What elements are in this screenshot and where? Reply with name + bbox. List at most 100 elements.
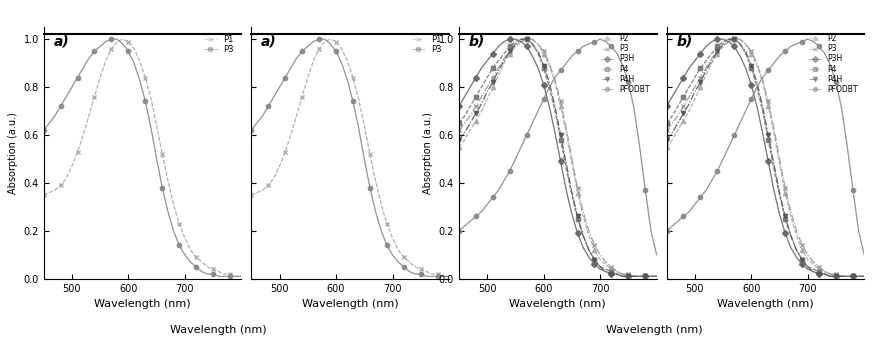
P4H (825, 274, 835, 278)
PFODBT (498, 178, 509, 183)
P2 (802, 258, 813, 262)
P1 (393, 248, 403, 252)
P4H (672, 121, 683, 125)
P4 (746, 66, 757, 70)
P3 (471, 104, 481, 108)
P3 (38, 128, 49, 132)
Line: P4H: P4H (457, 37, 659, 278)
P3H (690, 59, 700, 63)
PFODBT (848, 188, 858, 192)
P1 (185, 248, 196, 252)
P1 (438, 274, 449, 278)
P2 (831, 274, 842, 278)
P4H (842, 274, 853, 278)
P1 (325, 37, 335, 41)
P2 (768, 131, 779, 135)
P3H (820, 272, 830, 276)
P3 (118, 42, 128, 46)
P3 (237, 274, 247, 278)
PFODBT (623, 80, 634, 84)
P3 (672, 114, 683, 118)
P3H (854, 274, 864, 278)
P4 (820, 272, 830, 276)
P3 (640, 274, 650, 278)
P2 (718, 44, 728, 48)
P1 (162, 178, 173, 183)
PFODBT (854, 229, 864, 233)
P2 (612, 270, 622, 274)
P3H (695, 52, 705, 56)
P3H (539, 83, 549, 87)
P3 (695, 75, 705, 80)
P4 (487, 66, 498, 70)
P2 (808, 262, 819, 267)
P3H (701, 44, 711, 48)
P3 (203, 272, 213, 276)
P2 (758, 80, 768, 84)
PFODBT (836, 107, 847, 111)
PFODBT (831, 80, 842, 84)
P1 (146, 97, 156, 101)
PFODBT (786, 44, 796, 48)
P1 (174, 222, 184, 226)
P1 (107, 47, 117, 51)
P3H (544, 104, 554, 108)
P3 (285, 66, 296, 70)
P3 (516, 39, 526, 44)
P4 (786, 234, 796, 238)
P3H (820, 272, 830, 276)
P4H (706, 59, 717, 63)
P3 (539, 49, 549, 53)
P3 (859, 274, 870, 278)
P2 (640, 274, 650, 278)
P4 (735, 42, 746, 46)
P4H (724, 37, 734, 41)
P2 (672, 128, 683, 132)
P3 (498, 56, 509, 61)
P1 (331, 39, 341, 44)
P4H (589, 258, 600, 262)
PFODBT (758, 75, 768, 80)
P4H (808, 270, 819, 274)
PFODBT (780, 49, 790, 53)
P3 (95, 44, 106, 48)
PFODBT (561, 61, 572, 65)
P3H (678, 75, 689, 80)
P3H (724, 39, 734, 44)
P4H (802, 265, 813, 269)
P3 (370, 210, 381, 214)
P3 (292, 56, 302, 61)
P4H (768, 162, 779, 166)
P2 (539, 52, 549, 56)
P4H (651, 274, 662, 278)
P3H (831, 274, 842, 278)
P4 (740, 52, 751, 56)
X-axis label: Wavelength (nm): Wavelength (nm) (94, 299, 191, 309)
PFODBT (661, 229, 671, 233)
P1 (303, 75, 313, 80)
PFODBT (678, 215, 689, 219)
P3 (432, 274, 443, 278)
PFODBT (601, 39, 611, 44)
P3 (203, 272, 213, 276)
P3 (303, 44, 313, 48)
P4 (539, 66, 549, 70)
P3 (258, 114, 268, 118)
P4 (859, 274, 870, 278)
P4H (814, 272, 824, 276)
P3H (640, 274, 650, 278)
Line: P4: P4 (457, 37, 659, 278)
P3H (854, 274, 864, 278)
P3 (768, 126, 779, 130)
P4 (752, 85, 762, 89)
PFODBT (684, 210, 694, 214)
P3 (269, 95, 279, 99)
P2 (836, 274, 847, 278)
P3 (661, 128, 671, 132)
P3 (146, 126, 156, 130)
P4 (825, 274, 835, 278)
P3H (735, 54, 746, 58)
P1 (269, 176, 279, 180)
Text: Wavelength (nm): Wavelength (nm) (170, 325, 266, 335)
P4H (651, 274, 662, 278)
